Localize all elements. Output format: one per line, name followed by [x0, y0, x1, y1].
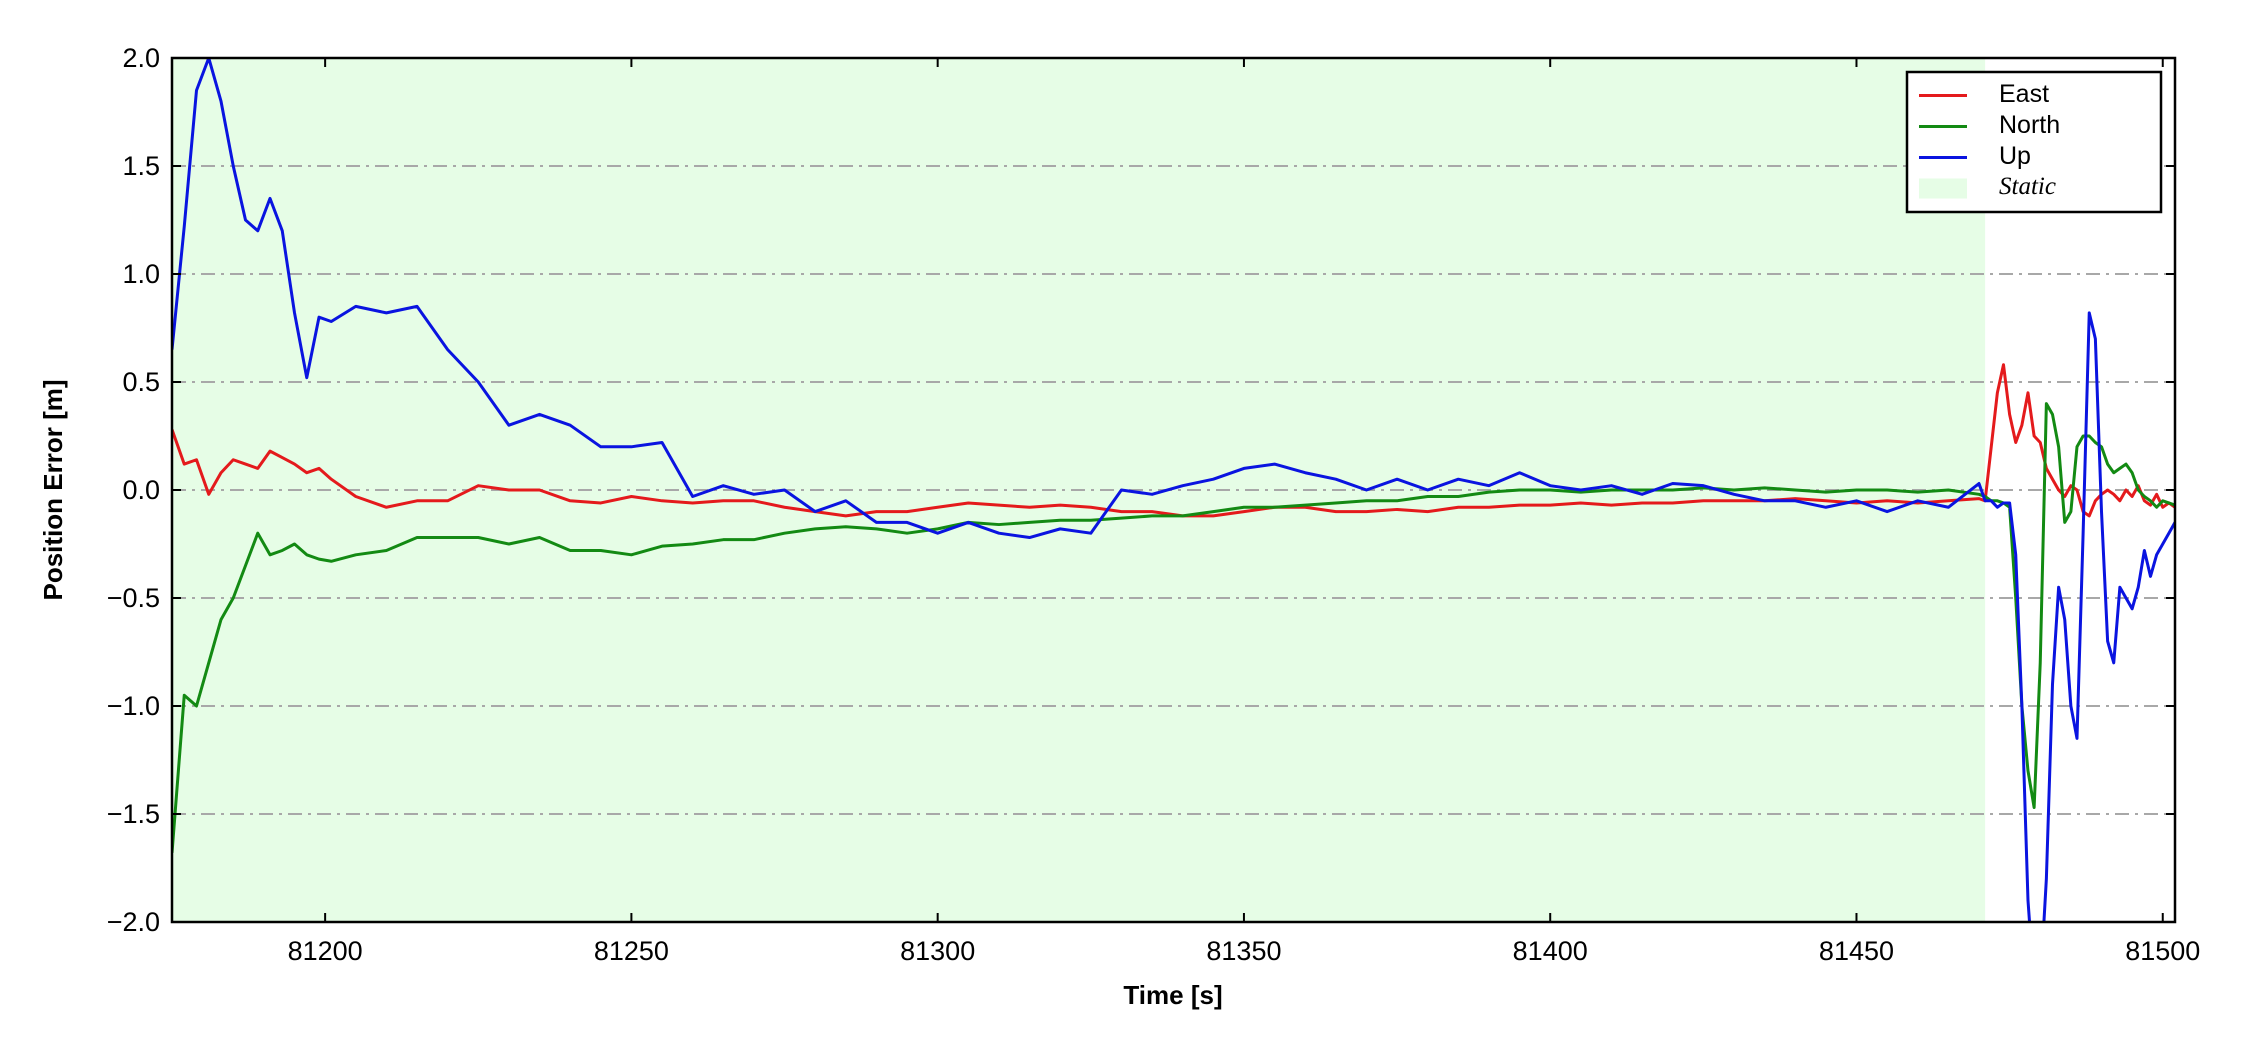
legend-label: Up [1999, 142, 2031, 170]
legend-label: Static [1999, 173, 2056, 200]
ticks-layer: −2.0 −1.5 −1.0 −0.5 0.0 0.5 1.0 1.5 2.0 81200 8125… [107, 43, 2201, 966]
y-tick-label: 1.5 [122, 151, 160, 181]
x-tick-label: 81450 [1819, 936, 1894, 966]
legend-label: North [1999, 111, 2060, 139]
y-tick-label: −1.5 [107, 799, 160, 829]
x-tick-label: 81500 [2125, 936, 2200, 966]
x-tick-label: 81300 [900, 936, 975, 966]
y-axis-label: Position Error [m] [38, 379, 68, 600]
series-line [172, 402, 2175, 853]
y-tick-label: 1.0 [122, 259, 160, 289]
y-tick-label: −1.0 [107, 691, 160, 721]
y-tick-label: 0.5 [122, 367, 160, 397]
legend-label: East [1999, 80, 2049, 108]
x-tick-label: 81400 [1513, 936, 1588, 966]
x-tick-label: 81250 [594, 936, 669, 966]
series-line [172, 58, 2175, 922]
legend: East North Up Static [1905, 70, 2163, 214]
lines-layer [172, 58, 2175, 922]
y-tick-label: 2.0 [122, 43, 160, 73]
legend-swatch [1919, 178, 1967, 199]
x-tick-label: 81200 [288, 936, 363, 966]
x-tick-label: 81350 [1206, 936, 1281, 966]
y-tick-label: −2.0 [107, 907, 160, 937]
x-axis-label: Time [s] [1123, 980, 1222, 1010]
y-tick-label: 0.0 [122, 475, 160, 505]
y-tick-label: −0.5 [107, 583, 160, 613]
